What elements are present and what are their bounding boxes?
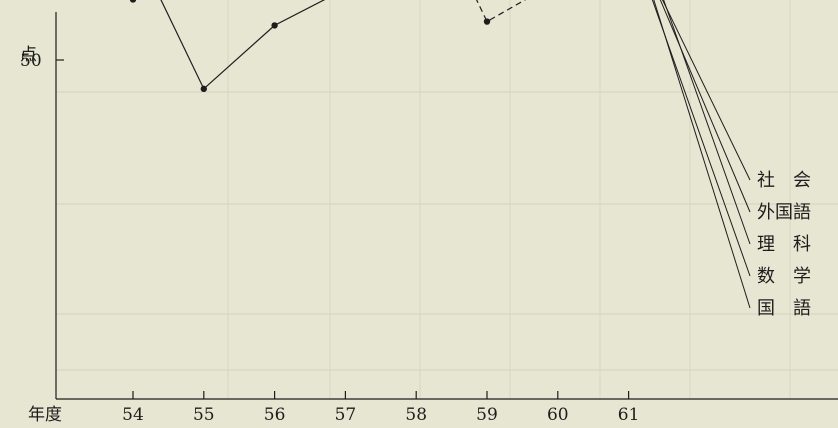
series-line-3	[476, 0, 527, 23]
legend-pointer	[663, 0, 751, 245]
x-tick-label: 55	[193, 405, 215, 425]
data-point	[271, 22, 278, 29]
legend-pointer	[651, 0, 751, 277]
legend-pointer	[659, 0, 751, 213]
legend-pointer	[653, 0, 751, 309]
x-tick-label: 58	[405, 405, 427, 425]
legend-label: 理 科	[757, 234, 811, 255]
data-point	[129, 0, 137, 3]
legend-pointer	[661, 0, 751, 181]
x-tick-label: 56	[264, 405, 286, 425]
y-axis-label: 点	[20, 45, 37, 65]
background-table-texture	[56, 0, 838, 399]
data-point	[200, 85, 207, 93]
x-tick-label: 61	[618, 405, 640, 425]
x-tick-label: 57	[335, 405, 357, 425]
data-point	[483, 18, 491, 25]
x-tick-label: 60	[547, 405, 569, 425]
legend-label: 国 語	[757, 298, 811, 319]
x-ticks: 54 55 56 57 58 59 60 61	[122, 391, 639, 425]
series-lines	[129, 0, 527, 93]
legend-label: 社 会	[757, 170, 811, 191]
legend-label: 外国語	[757, 202, 811, 223]
y-tick-label: 50	[20, 51, 42, 71]
series-line-4	[160, 0, 326, 90]
y-ticks: 506070	[20, 51, 64, 71]
x-tick-label: 54	[122, 405, 144, 425]
legend-label: 数 学	[757, 266, 811, 287]
x-tick-label: 59	[476, 405, 498, 425]
x-axis-label: 年度	[28, 405, 62, 425]
